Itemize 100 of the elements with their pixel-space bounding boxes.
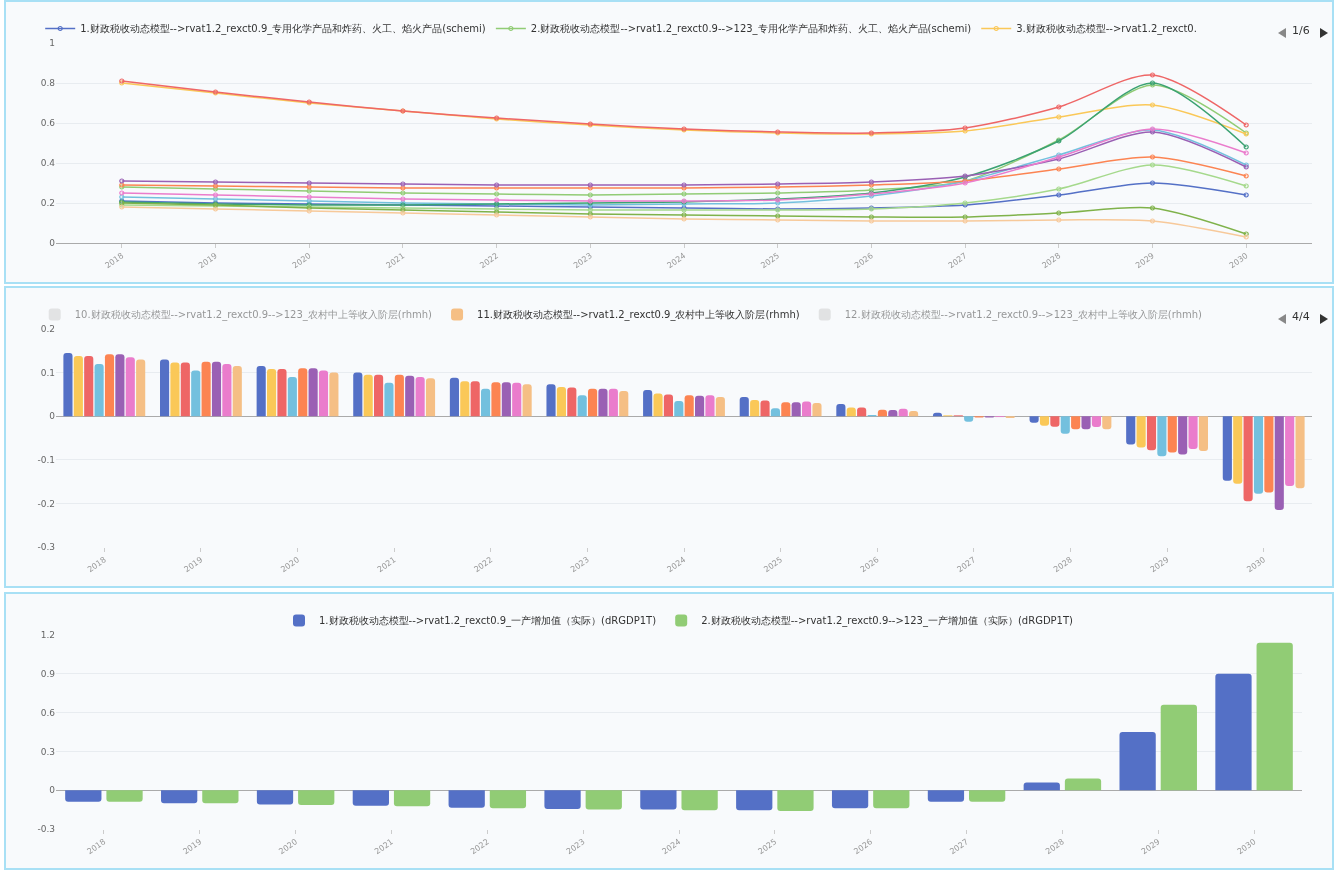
point [1243, 183, 1249, 189]
bar [750, 400, 760, 417]
bar [1178, 416, 1188, 455]
bar [577, 395, 587, 417]
point [306, 194, 312, 200]
point [212, 192, 219, 198]
bar [715, 397, 725, 417]
y-tick-label: -0.3 [37, 824, 55, 835]
bar [1295, 416, 1305, 489]
bar [736, 790, 773, 811]
bar [470, 381, 480, 417]
bar [1146, 416, 1157, 451]
point [1149, 218, 1156, 224]
bar [308, 368, 318, 417]
bar [1256, 642, 1293, 791]
bar [1081, 416, 1091, 430]
point [1056, 166, 1062, 172]
bar [256, 790, 294, 805]
bar [1233, 416, 1243, 484]
bar [353, 372, 363, 417]
bar [546, 384, 556, 417]
bar [394, 374, 404, 417]
bar [232, 366, 242, 417]
bar [927, 790, 965, 802]
y-tick-label: 0.8 [40, 78, 56, 89]
bar [405, 375, 415, 417]
legend-label: 1.财政税收动态模型-->rvat1.2_rexct0.9_一产增加值（实际）(dRGDP1T) [319, 615, 657, 628]
bar [63, 352, 73, 417]
y-tick-label: 0.9 [40, 668, 56, 679]
bar [318, 370, 329, 417]
y-tick-label: 0.1 [40, 367, 55, 378]
bar [84, 356, 94, 417]
y-tick-label: 0 [49, 785, 56, 796]
bar [681, 790, 718, 811]
bar [674, 400, 684, 417]
point [1149, 154, 1156, 160]
bar [501, 382, 511, 417]
bar [329, 372, 339, 417]
bar [1253, 416, 1264, 494]
point [1056, 192, 1062, 198]
bar [831, 790, 869, 809]
point [1056, 217, 1062, 223]
y-tick-label: 0 [49, 411, 56, 422]
point [1056, 186, 1062, 192]
legend-label: 3.财政税收动态模型-->rvat1.2_rexct0. [1016, 23, 1197, 36]
bar [739, 397, 749, 417]
point [1243, 122, 1249, 128]
bar [585, 790, 622, 810]
bar [1285, 416, 1295, 486]
point [400, 190, 406, 196]
bar [695, 395, 705, 417]
bar [191, 370, 201, 417]
point [494, 191, 500, 197]
point [494, 197, 500, 203]
bar [170, 362, 180, 417]
y-tick-label: -0.2 [37, 498, 55, 509]
bar [180, 362, 190, 417]
legend-label: 1.财政税收动态模型-->rvat1.2_rexct0.9_专用化学产品和炸药、火工、焰火产品(schemi) [80, 23, 486, 36]
text: 1/6 [1292, 24, 1310, 37]
point [1149, 72, 1156, 78]
point [1056, 114, 1062, 120]
bar [202, 790, 239, 804]
bar [1119, 732, 1156, 791]
bar [608, 388, 618, 417]
point [1243, 144, 1249, 150]
point [868, 218, 874, 224]
bar [298, 790, 335, 806]
bar [393, 790, 431, 807]
bar [106, 790, 143, 802]
bar [211, 361, 222, 417]
bar [544, 790, 581, 809]
bar [777, 790, 814, 811]
point [1056, 210, 1062, 216]
bar [1274, 416, 1284, 510]
legend-label: 11.财政税收动态模型-->rvat1.2_rexct0.9_农村中上等收入阶层(rhmh) [477, 309, 800, 322]
bar [1071, 416, 1081, 430]
y-tick-label: 0 [49, 238, 56, 249]
legend-label: 12.财政税收动态模型-->rvat1.2_rexct0.9-->123_农村中上等收入阶层(rhmh) [844, 309, 1203, 322]
bar [256, 366, 266, 417]
bar [298, 368, 308, 417]
point [681, 216, 687, 222]
y-tick-label: 1.2 [40, 630, 55, 641]
bar [1188, 416, 1198, 449]
point [400, 185, 406, 191]
y-tick-label: -0.3 [37, 542, 55, 553]
bar [94, 363, 104, 417]
bar [1198, 416, 1208, 452]
bar [448, 790, 485, 808]
point [775, 213, 781, 219]
y-tick-label: 0.2 [40, 198, 55, 209]
bar [705, 395, 715, 417]
text: 4/4 [1292, 310, 1310, 323]
bar [287, 376, 297, 417]
bar [653, 393, 663, 417]
bar [556, 386, 566, 417]
bar [267, 369, 277, 417]
bar [1060, 416, 1070, 434]
bar [969, 790, 1006, 802]
y-tick-label: 0.4 [40, 158, 56, 169]
bar [136, 359, 146, 417]
